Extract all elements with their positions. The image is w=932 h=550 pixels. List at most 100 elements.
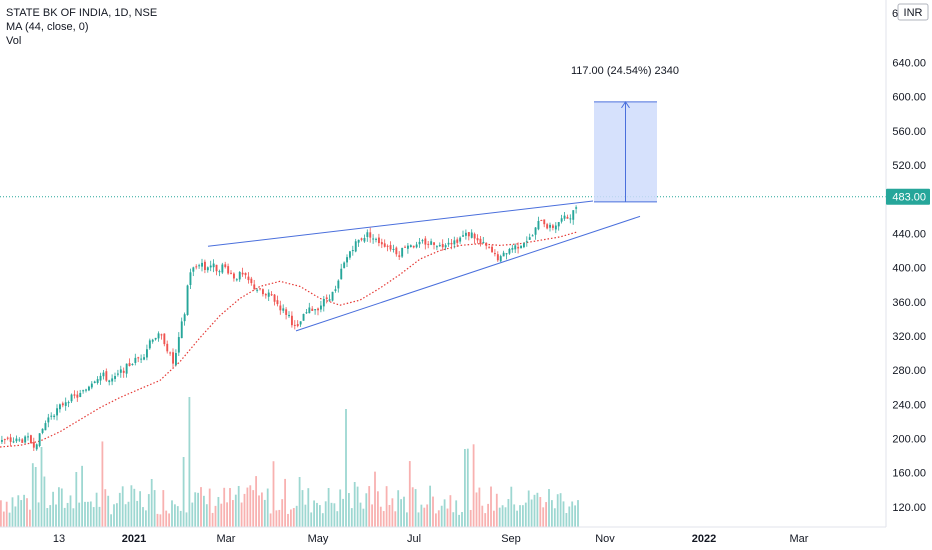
volume-bar [292,508,295,527]
volume-bar [200,487,202,527]
ma-line [0,231,579,448]
time-tick-label: Mar [790,533,809,545]
symbol-label[interactable]: STATE BK OF INDIA, 1D, NSE [6,7,158,19]
volume-bar [130,485,133,527]
ma-indicator-label[interactable]: MA (44, close, 0) [6,21,89,33]
candle-body [404,246,406,248]
volume-bar [197,492,199,527]
candle-body [438,245,441,247]
candle-body [108,380,111,383]
volume-bar [89,501,92,527]
volume-bar [205,504,208,527]
candle-body [276,300,279,305]
time-tick-label: 13 [53,533,65,545]
volume-bar [55,504,57,527]
candle-body [569,218,572,220]
volume-bar [14,506,17,527]
moving-average [0,231,579,448]
volume-bar [290,509,292,527]
volume-bar [533,494,536,527]
candle-body [253,284,256,290]
volume-bar [385,486,388,527]
candle-body [267,292,270,297]
volume-bar [284,478,286,527]
volume-bar [536,492,539,527]
volume-bar [237,485,240,527]
candle-body [151,339,154,342]
volume-bar [414,489,417,527]
volume-bar [142,507,144,527]
candle-body [21,439,24,443]
candle-body [470,232,473,238]
candle-body [128,363,131,367]
candle-body [15,438,18,442]
volume-bar [429,485,431,527]
candle-body [360,238,363,240]
currency-badge[interactable] [897,3,929,21]
lower-trendline[interactable] [295,215,641,332]
candle-body [549,224,551,228]
candle-body [131,363,134,365]
candle-body [175,353,177,365]
volume-bar [150,479,153,527]
price-tick-label: 240.00 [892,399,926,411]
candle-body [482,241,485,243]
price-tick-label: 280.00 [892,365,926,377]
volume-bar [545,502,547,527]
volume-bar [356,486,359,527]
volume-bar [571,501,574,527]
volume-bar [176,506,179,527]
last-price-badge[interactable] [886,188,930,205]
candle-body [180,321,183,339]
candle-body [3,439,6,441]
candle-body [264,294,267,296]
candle-body [392,248,395,250]
volume-bar [481,505,484,527]
volume-bar [298,477,301,527]
volume-bar [240,502,243,527]
volume-bar [446,508,449,527]
candle-body [215,264,218,272]
candle-body [537,220,540,230]
candle-body [369,232,372,238]
volume-bar [104,489,107,527]
candle-body [398,255,401,257]
volume-bar [107,495,110,527]
candle-body [166,343,169,352]
candle-body [389,245,392,250]
volume-bar [455,500,458,527]
candle-body [35,444,38,450]
volume-bar [171,500,173,527]
measure-arrow-head-icon [621,100,630,109]
volume-bar [553,508,556,527]
candle-body [12,441,15,443]
volume-bar [321,513,324,527]
candle-body [230,272,232,274]
upper-trendline[interactable] [207,200,594,247]
currency-label: INR [904,7,923,19]
candle-body [114,376,116,379]
candle-body [99,375,102,381]
volume-bar [527,490,530,527]
volume-bar [66,502,69,527]
volume-bar [461,512,463,527]
candle-body [459,237,462,242]
volume-bar [330,502,333,527]
volume-bar [313,500,315,527]
candle-body [311,308,314,311]
time-tick-label: 2021 [122,533,146,545]
volume-bar [275,510,278,527]
candle-body [18,439,21,441]
volume-indicator-label[interactable]: Vol [6,35,22,47]
volume-bar [507,499,510,527]
candle-body [575,207,578,209]
volume-bar [191,502,194,527]
candle-body [227,266,230,274]
candle-body [183,314,186,322]
candle-body [354,241,357,252]
volume-bar [229,488,231,527]
price-tick-label: 160.00 [892,468,926,480]
volume-bar [333,503,336,527]
volume-bar [43,476,46,527]
